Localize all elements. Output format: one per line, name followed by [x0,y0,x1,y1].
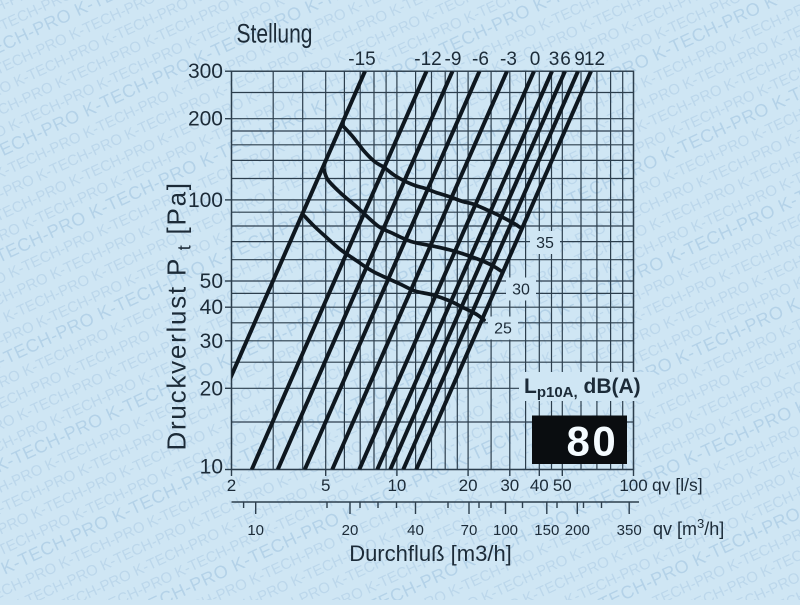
svg-text:100: 100 [493,522,518,539]
svg-text:-6: -6 [472,49,489,70]
svg-text:-12: -12 [414,49,441,70]
svg-text:70: 70 [461,522,478,539]
svg-text:35: 35 [536,235,554,252]
svg-text:10: 10 [200,456,223,479]
svg-text:qv [m3/h]: qv [m3/h] [653,516,724,539]
svg-text:50: 50 [553,476,572,495]
svg-text:2: 2 [227,476,236,495]
svg-text:200: 200 [188,108,223,131]
svg-text:30: 30 [200,330,223,353]
svg-text:80: 80 [567,418,619,465]
svg-text:30: 30 [500,476,519,495]
svg-text:40: 40 [200,296,223,319]
svg-text:9: 9 [574,49,585,70]
svg-text:Stellung: Stellung [237,19,313,49]
svg-text:50: 50 [200,270,223,293]
svg-text:20: 20 [200,377,223,400]
svg-text:-9: -9 [445,49,462,70]
svg-text:12: 12 [584,49,605,70]
svg-text:5: 5 [321,476,330,495]
svg-text:qv [l/s]: qv [l/s] [652,475,703,495]
svg-text:40: 40 [530,476,549,495]
svg-text:25: 25 [494,321,512,338]
svg-text:100: 100 [188,189,223,212]
svg-text:30: 30 [512,282,530,299]
svg-text:10: 10 [247,522,264,539]
svg-text:300: 300 [188,60,223,83]
svg-text:100: 100 [619,476,647,495]
svg-text:150: 150 [534,522,559,539]
svg-text:-3: -3 [500,49,517,70]
svg-text:0: 0 [530,49,541,70]
svg-text:3: 3 [549,49,560,70]
svg-text:20: 20 [459,476,478,495]
svg-text:10: 10 [387,476,406,495]
svg-text:20: 20 [342,522,359,539]
svg-text:40: 40 [407,522,424,539]
svg-text:-15: -15 [348,49,375,70]
svg-text:200: 200 [565,522,590,539]
svg-text:Durchfluß [m3/h]: Durchfluß [m3/h] [349,541,512,566]
svg-text:6: 6 [560,49,571,70]
svg-text:Druckverlust P t [Pa]: Druckverlust P t [Pa] [162,181,195,450]
svg-text:350: 350 [617,522,642,539]
